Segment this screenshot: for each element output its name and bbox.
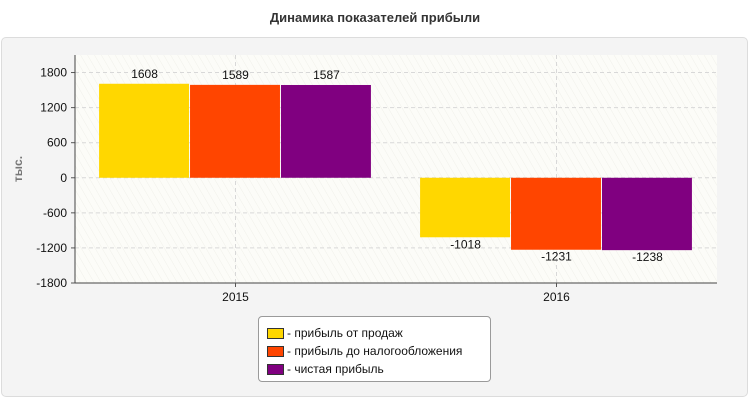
bar bbox=[99, 83, 190, 178]
y-tick-label: 1800 bbox=[40, 66, 67, 80]
bar bbox=[511, 177, 601, 250]
legend-label: - прибыль от продаж bbox=[287, 326, 403, 340]
bar-value-label: 1589 bbox=[222, 68, 249, 82]
bar bbox=[190, 84, 280, 178]
legend-swatch bbox=[267, 327, 284, 339]
x-tick-label: 2016 bbox=[543, 290, 570, 304]
bar-value-label: -1238 bbox=[632, 250, 663, 264]
y-tick-label: 600 bbox=[47, 136, 67, 150]
y-tick-label: 0 bbox=[60, 171, 67, 185]
y-tick-label: 1200 bbox=[40, 101, 67, 115]
legend-swatch bbox=[267, 363, 284, 375]
legend-swatch bbox=[267, 345, 284, 357]
bar bbox=[601, 177, 692, 251]
bar bbox=[420, 177, 511, 238]
bar-value-label: -1231 bbox=[541, 250, 572, 264]
y-tick-label: -600 bbox=[43, 206, 67, 220]
x-tick-label: 2015 bbox=[222, 290, 249, 304]
bar bbox=[280, 84, 371, 178]
legend: - прибыль от продаж - прибыль до налогоо… bbox=[258, 316, 491, 382]
legend-label: - прибыль до налогообложения bbox=[287, 344, 463, 358]
legend-item[interactable]: - прибыль до налогообложения bbox=[267, 342, 482, 360]
legend-label: - чистая прибыль bbox=[287, 362, 384, 376]
bar-value-label: 1587 bbox=[313, 68, 340, 82]
y-axis-label: тыс. bbox=[11, 156, 25, 182]
legend-item[interactable]: - прибыль от продаж bbox=[267, 324, 482, 342]
y-tick-label: -1200 bbox=[36, 241, 67, 255]
y-tick-label: -1800 bbox=[36, 276, 67, 290]
bar-value-label: 1608 bbox=[131, 67, 158, 81]
chart-title: Динамика показателей прибыли bbox=[269, 10, 481, 25]
legend-item[interactable]: - чистая прибыль bbox=[267, 360, 482, 378]
bar-value-label: -1018 bbox=[450, 237, 481, 251]
